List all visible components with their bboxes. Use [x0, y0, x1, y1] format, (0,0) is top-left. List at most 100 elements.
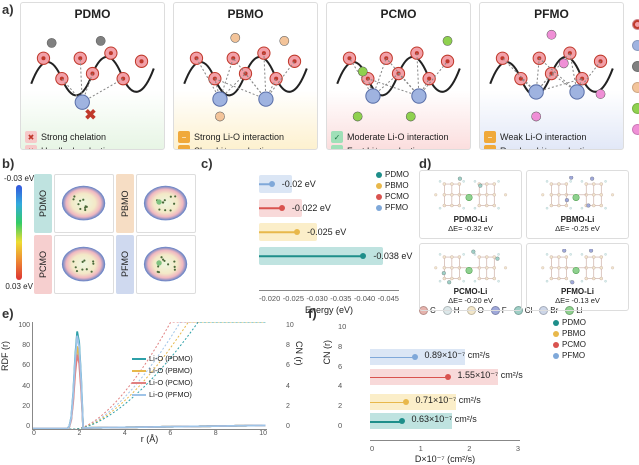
energy-colorbar — [16, 185, 22, 280]
chart-e-ytick-3: 40 — [10, 383, 30, 390]
complex-structure-pcmoli: PCMO-Li ΔE= -0.20 eV — [419, 243, 522, 312]
chart-c-xtick-3: -0.035 — [330, 294, 351, 303]
chart-c-xtick-5: -0.045 — [378, 294, 399, 303]
complex-title-2: PCMO-Li — [454, 287, 488, 296]
panel-c-label: c) — [201, 156, 213, 171]
panel-a: a)PDMO✖✖Strong chelation✖Hardly desolvat… — [2, 2, 637, 152]
energy-value-label-pfmo: -0.02 eV — [282, 179, 316, 189]
chart-c-xtick-4: -0.040 — [354, 294, 375, 303]
molecule-footer-row-pdmo-0: ✖ Strong chelation — [25, 131, 160, 143]
legend-item-eo: EO — [632, 19, 639, 30]
molecule-diagram-pdmo: ✖ — [21, 21, 164, 126]
panel-e-legend: Li-O (PDMO) Li-O (PBMO) Li-O (PCMO) Li-O (P… — [132, 354, 193, 399]
legend-item-li: Li⁺ — [632, 40, 639, 51]
check-icon: ✓ — [331, 131, 343, 143]
diffusion-bar-row-pbmo[interactable]: 0.71×10⁻⁷ cm²/s — [370, 392, 520, 412]
check-icon: ✓ — [331, 145, 343, 150]
energy-bar-row-pdmo[interactable]: -0.038 eV — [259, 244, 399, 268]
molecule-footer-row-pdmo-1: ✖Hardly desolvation — [25, 145, 160, 150]
panel-b-tag-pfmo: PFMO — [116, 235, 134, 294]
chelation-energy-chart: -0.02 eV -0.022 eV -0.025 eV -0.038 eV -0.02… — [201, 170, 411, 305]
legend-dot-cl-icon — [632, 103, 639, 114]
molecule-diagram-pfmo — [480, 21, 623, 126]
potential-map-pcmo — [54, 235, 114, 294]
legend-f-item-pbmo: PBMO — [553, 329, 586, 338]
complex-energy-1: ΔE= -0.25 eV — [555, 224, 600, 233]
panel-b: b) -0.03 eV 0.03 eV PDMO PBMO PCMO PFMO — [2, 156, 197, 304]
legend-dot-br-icon — [632, 82, 639, 93]
molecule-footer-text-pbmo-1: Slow Li⁺ conduction — [194, 146, 274, 150]
legend-c-item-pfmo: PFMO — [376, 203, 409, 212]
minus-icon: − — [178, 131, 190, 143]
complex-structure-pbmoli: PBMO-Li ΔE= -0.25 eV — [526, 170, 629, 239]
potential-map-pfmo — [136, 235, 196, 294]
chart-e-ytick-1: 80 — [10, 342, 30, 349]
chart-e-xlabel: r (Å) — [32, 434, 267, 444]
molecule-diagram-pbmo — [174, 21, 317, 126]
legend-item-cl: Cl — [632, 103, 639, 114]
diffusion-bar-row-pfmo[interactable]: 0.89×10⁻⁷ cm²/s — [370, 347, 520, 367]
diffusion-value-label-pcmo: 1.55×10⁻⁷ cm²/s — [458, 370, 523, 381]
chart-c-xtick-0: -0.020 — [259, 294, 280, 303]
panel-b-tag-pcmo: PCMO — [34, 235, 52, 294]
colorbar-bottom-label: 0.03 eV — [5, 282, 33, 291]
molecule-footer-text-pfmo-0: Weak Li-O interaction — [500, 132, 586, 142]
molecule-diagram-pcmo — [327, 21, 470, 126]
chart-e-ylabel: RDF (r) — [0, 341, 10, 371]
molecule-footer-row-pcmo-1: ✓ Fast Li⁺ conduction — [331, 145, 466, 150]
panel-f-legend: PDMO PBMO PCMO PFMO — [553, 318, 586, 360]
legend-f-item-pcmo: PCMO — [553, 340, 586, 349]
complex-structure-pdmoli: PDMO-Li ΔE= -0.32 eV — [419, 170, 522, 239]
chart-e-y2tick-5: 0 — [286, 423, 300, 430]
diffusion-bar-row-pdmo[interactable]: 0.63×10⁻⁷ cm²/s — [370, 411, 520, 431]
chart-e-ytick-2: 60 — [10, 362, 30, 369]
energy-data-point-pfmo[interactable] — [269, 181, 275, 187]
diffusion-coefficient-chart: 0 2 4 6 8 10 CN (r) 0.89×10⁻⁷ cm²/s 1.55×10⁻⁷ cm… — [308, 320, 588, 455]
chart-e-y2tick-3: 4 — [286, 383, 300, 390]
molecule-box-pcmo: PCMO✓Moderate Li-O interaction✓Fast Li⁺ … — [326, 2, 471, 150]
diffusion-value-label-pdmo: 0.63×10⁻⁷ cm²/s — [412, 414, 477, 425]
legend-f-item-pdmo: PDMO — [553, 318, 586, 327]
panel-f: f) 0 2 4 6 8 10 CN (r) 0.89×10⁻⁷ cm²/s 1.55×10⁻⁷ … — [302, 306, 602, 454]
colorbar-top-label: -0.03 eV — [4, 174, 34, 183]
molecule-footer-text-pbmo-0: Strong Li-O interaction — [194, 132, 284, 142]
molecule-box-pdmo: PDMO✖✖Strong chelation✖Hardly desolvatio… — [20, 2, 165, 150]
molecule-footer-row-pbmo-0: − Strong Li-O interaction — [178, 131, 313, 143]
complex-title-0: PDMO-Li — [454, 215, 488, 224]
energy-value-label-pbmo: -0.025 eV — [307, 227, 346, 237]
energy-data-point-pdmo[interactable] — [360, 253, 366, 259]
energy-value-label-pdmo: -0.038 eV — [373, 251, 412, 261]
legend-item-br: Br — [632, 82, 639, 93]
legend-f-item-pfmo: PFMO — [553, 351, 586, 360]
panel-e-label: e) — [2, 306, 14, 321]
chart-f-ytick-5: 10 — [338, 322, 346, 331]
chart-f-xtick-0: 0 — [370, 444, 374, 453]
diffusion-data-point-pdmo[interactable] — [399, 418, 405, 424]
minus-icon: − — [178, 145, 190, 150]
panel-b-label: b) — [2, 156, 14, 171]
chart-c-xtick-2: -0.030 — [306, 294, 327, 303]
energy-value-label-pcmo: -0.022 eV — [292, 203, 331, 213]
legend-item-h: H — [632, 61, 639, 72]
diffusion-data-point-pfmo[interactable] — [412, 354, 418, 360]
energy-data-point-pcmo[interactable] — [279, 205, 285, 211]
energy-data-point-pbmo[interactable] — [294, 229, 300, 235]
chart-f-xtick-2: 2 — [467, 444, 471, 453]
chart-f-ytick-4: 8 — [338, 342, 346, 351]
chart-f-ytick-0: 0 — [338, 421, 346, 430]
molecule-footer-text-pcmo-1: Fast Li⁺ conduction — [347, 146, 425, 150]
molecule-footer-row-pfmo-0: − Weak Li-O interaction — [484, 131, 619, 143]
diffusion-data-point-pcmo[interactable] — [445, 374, 451, 380]
x-mark-icon: ✖ — [25, 131, 37, 143]
legend-e-item-2: Li-O (PCMO) — [132, 378, 193, 387]
complex-energy-0: ΔE= -0.32 eV — [448, 224, 493, 233]
panel-d-label: d) — [419, 156, 431, 171]
chart-c-xtick-1: -0.025 — [283, 294, 304, 303]
legend-dot-eo-icon — [632, 19, 639, 30]
diffusion-bar-row-pcmo[interactable]: 1.55×10⁻⁷ cm²/s — [370, 367, 520, 387]
diffusion-data-point-pbmo[interactable] — [403, 399, 409, 405]
molecule-footer-row-pcmo-0: ✓ Moderate Li-O interaction — [331, 131, 466, 143]
legend-item-f: F — [632, 124, 639, 135]
chart-f-ytick-3: 6 — [338, 362, 346, 371]
energy-bar-row-pbmo[interactable]: -0.025 eV — [259, 220, 399, 244]
